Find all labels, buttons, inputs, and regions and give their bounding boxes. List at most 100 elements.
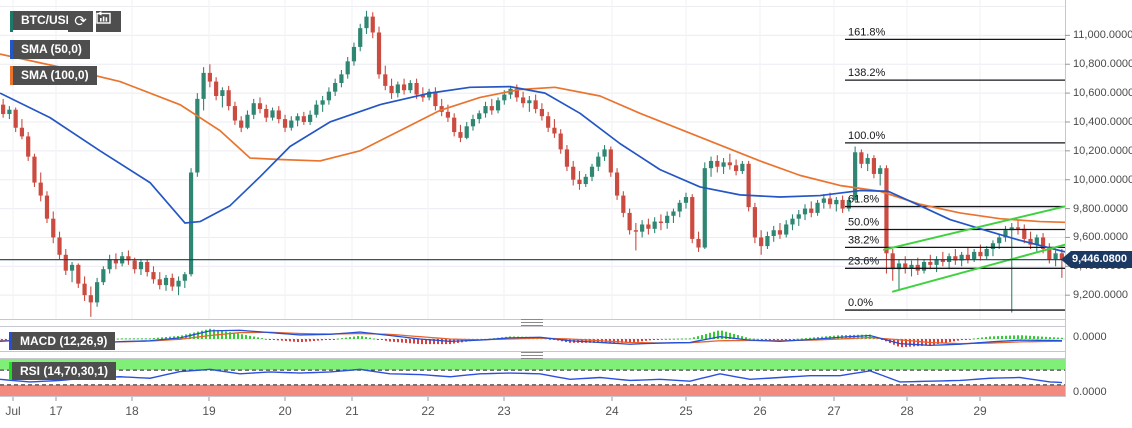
sma100-badge[interactable]: SMA (100,0) [13, 66, 97, 85]
fib-label: 50.0% [848, 217, 879, 229]
candle-body [640, 224, 645, 232]
macd-histogram-bar [245, 335, 247, 339]
candle-body [188, 172, 194, 275]
macd-histogram-bar [357, 336, 359, 339]
macd-histogram-bar [661, 338, 663, 340]
candle-body [282, 119, 288, 128]
macd-histogram-bar [329, 339, 331, 340]
candle-body [401, 84, 407, 91]
macd-badge[interactable]: MACD (12,26,9) [12, 332, 116, 350]
candle-body [984, 248, 989, 257]
macd-histogram-bar [933, 339, 935, 345]
macd-histogram-bar [317, 339, 319, 341]
price-axis-label: 10,000.0000 [1073, 173, 1132, 186]
macd-histogram-bar [817, 337, 819, 339]
price-axis-label: 9,200.0000 [1073, 289, 1129, 302]
candle-body [477, 113, 482, 120]
macd-histogram-bar [433, 339, 435, 345]
macd-histogram-bar [345, 337, 347, 339]
snapshot-button[interactable] [96, 11, 121, 32]
macd-histogram-bar [209, 328, 211, 339]
rsi-overbought-zone [0, 359, 1065, 371]
price-axis-label: 10,800.0000 [1073, 58, 1132, 71]
candle-body [157, 279, 162, 286]
macd-histogram-bar [809, 337, 811, 339]
sma100-stripe [10, 66, 13, 85]
fib-label: 38.2% [848, 234, 879, 246]
candle-body [439, 106, 444, 112]
candle-body [389, 85, 394, 94]
macd-histogram-bar [257, 337, 259, 339]
candle-body [470, 119, 476, 127]
macd-histogram-bar [229, 332, 231, 339]
candle-body [777, 230, 783, 235]
candle-body [1009, 227, 1014, 231]
candle-body [809, 208, 814, 213]
candle-body [264, 108, 269, 118]
macd-histogram-bar [325, 339, 327, 340]
candle-body [145, 261, 150, 273]
pane-splitter-rsi[interactable] [521, 352, 543, 359]
candle-body [665, 215, 670, 224]
symbol-badge[interactable]: BTC/USD [13, 11, 83, 30]
macd-histogram-bar [945, 339, 947, 343]
macd-histogram-bar [705, 333, 707, 339]
macd-histogram-bar [677, 338, 679, 340]
macd-signal-line [0, 331, 1063, 345]
candle-body [802, 208, 808, 215]
macd-histogram-bar [773, 339, 775, 340]
macd-histogram-bar [765, 339, 767, 340]
macd-histogram-bar [969, 339, 971, 340]
sma50-badge[interactable]: SMA (50,0) [13, 40, 90, 59]
time-axis-label: 24 [605, 404, 619, 418]
refresh-button[interactable]: ⟳ [68, 11, 93, 32]
macd-histogram-bar [337, 338, 339, 340]
macd-histogram-bar [121, 338, 123, 340]
candle-body [383, 74, 388, 86]
candle-body [44, 195, 50, 219]
macd-histogram-bar [1045, 336, 1047, 339]
candle-body [239, 120, 244, 128]
macd-histogram-bar [281, 339, 283, 341]
macd-histogram-bar [641, 339, 643, 342]
candle-body [445, 111, 451, 118]
macd-histogram-bar [413, 339, 415, 344]
macd-histogram-bar [305, 339, 307, 342]
candle-body [1015, 227, 1021, 229]
candle-body [614, 172, 620, 196]
sma50-line [0, 85, 1066, 253]
macd-histogram-bar [265, 338, 267, 340]
candle-body [458, 132, 463, 138]
time-axis-label: 21 [345, 404, 359, 418]
rsi-badge[interactable]: RSI (14,70,30,1) [12, 362, 117, 380]
candle-body [928, 261, 933, 265]
fib-label: 161.8% [848, 26, 886, 38]
candle-body [376, 32, 382, 75]
candle-body [19, 127, 25, 137]
candle-body [997, 237, 1002, 244]
macd-histogram-bar [749, 338, 751, 340]
macd-histogram-bar [673, 338, 675, 340]
time-axis-label: 20 [278, 404, 292, 418]
candle-body [245, 114, 250, 128]
macd-histogram-bar [309, 339, 311, 342]
macd-histogram-bar [117, 338, 119, 340]
pane-splitter-macd[interactable] [521, 319, 543, 326]
macd-histogram-bar [233, 332, 235, 339]
macd-histogram-bar [401, 339, 403, 343]
candle-body [370, 16, 375, 33]
macd-histogram-bar [133, 338, 135, 340]
rsi-stripe [9, 362, 12, 380]
time-axis[interactable]: Jul 17 18 19 20 21 22 23 24 25 26 27 28 29 [0, 397, 1065, 428]
candle-body [815, 202, 820, 213]
candle-body [658, 221, 664, 224]
time-axis-label: 26 [753, 404, 767, 418]
candle-body [314, 104, 319, 115]
candle-body [226, 90, 231, 107]
macd-histogram-bar [709, 332, 711, 339]
candle-body [345, 61, 350, 75]
candle-body [308, 114, 313, 122]
candle-body [746, 163, 751, 208]
time-axis-label: 22 [421, 404, 435, 418]
